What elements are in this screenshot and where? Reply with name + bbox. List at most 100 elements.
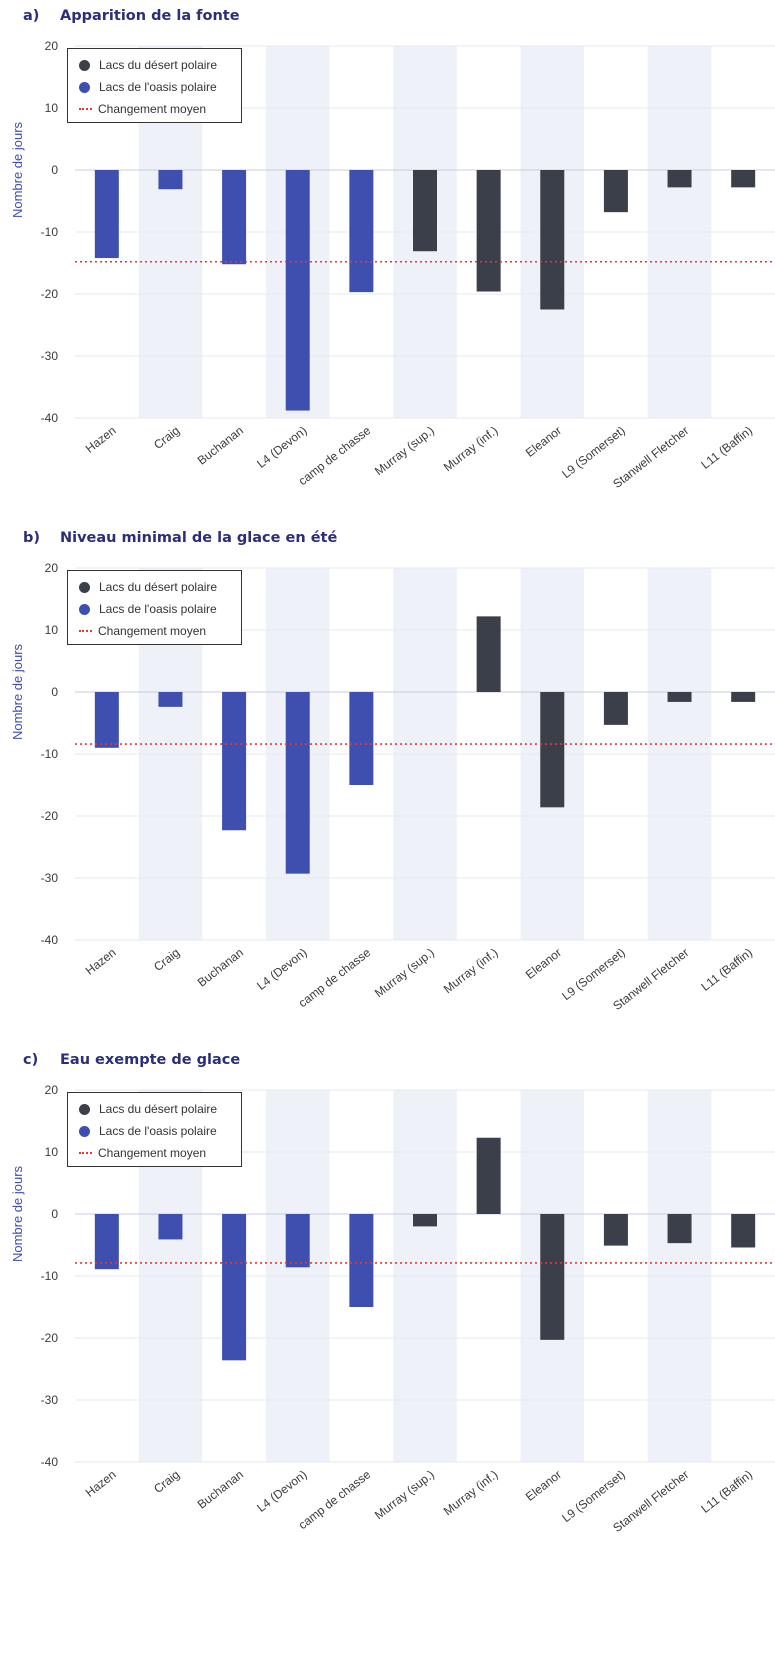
legend-item-desert: Lacs du désert polaire: [79, 1100, 217, 1118]
category-label: Murray (sup.): [372, 1467, 437, 1522]
y-tick-label: 10: [45, 623, 59, 637]
panel-b: b) Niveau minimal de la glace en été 20 10…: [0, 522, 775, 1062]
panel-a-title: a) Apparition de la fonte: [23, 8, 240, 24]
bar: [603, 692, 628, 725]
panel-b-letter: b): [23, 530, 41, 546]
bar: [285, 692, 310, 874]
category-label: L4 (Devon): [254, 423, 309, 471]
category-label: Hazen: [83, 423, 119, 455]
category-label: Murray (inf.): [441, 423, 501, 474]
legend-desert-label: Lacs du désert polaire: [99, 58, 218, 72]
bar: [603, 170, 628, 213]
legend-desert-dot: [79, 581, 90, 593]
category-label: Buchanan: [195, 423, 246, 467]
category-label: Craig: [151, 423, 182, 452]
y-tick-label: 20: [45, 39, 59, 53]
category-label: L11 (Baffin): [698, 423, 755, 472]
bar: [731, 170, 756, 188]
y-tick-label: -10: [41, 1269, 59, 1283]
category-label: L9 (Somerset): [559, 1467, 628, 1525]
y-tick-label: -40: [41, 933, 59, 947]
panel-c-title-text: Eau exempte de glace: [60, 1052, 241, 1068]
legend-mean-label: Changement moyen: [98, 102, 207, 116]
legend-mean-label: Changement moyen: [98, 624, 207, 638]
y-tick-label: -40: [41, 1455, 59, 1469]
legend-mean-line: [79, 1152, 92, 1154]
y-tick-label: -30: [41, 349, 59, 363]
bar: [158, 1214, 183, 1240]
legend-item-oasis: Lacs de l'oasis polaire: [79, 1122, 217, 1140]
bar: [349, 170, 374, 293]
panel-b-legend: Lacs du désert polaire Lacs de l'oasis p…: [67, 570, 242, 645]
panel-a-legend: Lacs du désert polaire Lacs de l'oasis p…: [67, 48, 242, 123]
y-axis-label: Nombre de jours: [10, 1165, 25, 1262]
y-tick-label: -10: [41, 747, 59, 761]
panel-a-title-text: Apparition de la fonte: [60, 8, 240, 24]
bar: [94, 1214, 119, 1270]
category-label: Murray (sup.): [372, 423, 437, 478]
panel-c-chart: 20 10 0 -10 -20 -30 -40 Nombre de jours Hazen Cra…: [10, 1083, 775, 1535]
bar: [603, 1214, 628, 1246]
legend-item-desert: Lacs du désert polaire: [79, 578, 217, 596]
bar: [731, 1214, 756, 1248]
category-label: Murray (sup.): [372, 945, 437, 1000]
legend-mean-line: [79, 108, 92, 110]
panel-b-title-text: Niveau minimal de la glace en été: [60, 530, 338, 546]
category-label: L4 (Devon): [254, 945, 309, 993]
y-tick-label: 10: [45, 101, 59, 115]
legend-oasis-dot: [79, 603, 90, 615]
y-tick-label: 0: [51, 163, 58, 177]
category-label: Murray (inf.): [441, 945, 501, 996]
category-label: L11 (Baffin): [698, 945, 755, 994]
bar: [667, 692, 692, 702]
bar: [222, 1214, 247, 1361]
bar: [222, 170, 247, 265]
y-tick-label: -10: [41, 225, 59, 239]
bar: [222, 692, 247, 831]
legend-item-mean: Changement moyen: [79, 622, 206, 640]
y-tick-label: -30: [41, 1393, 59, 1407]
bar: [158, 170, 183, 190]
legend-oasis-dot: [79, 1125, 90, 1137]
legend-mean-label: Changement moyen: [98, 1146, 207, 1160]
panel-c-letter: c): [23, 1052, 39, 1068]
legend-oasis-label: Lacs de l'oasis polaire: [99, 1124, 217, 1138]
bar: [540, 1214, 565, 1340]
bar: [476, 616, 501, 692]
category-label: Hazen: [83, 1467, 119, 1499]
category-label: L9 (Somerset): [559, 423, 628, 481]
category-label: L9 (Somerset): [559, 945, 628, 1003]
panel-c: c) Eau exempte de glace 20 10 0 -10 -20 -30 -40…: [0, 1044, 775, 1584]
bar: [94, 692, 119, 748]
panel-a-letter: a): [23, 8, 40, 24]
bar: [413, 1214, 437, 1227]
category-label: Eleanor: [523, 423, 564, 460]
category-label: L4 (Devon): [254, 1467, 309, 1515]
category-label: Eleanor: [523, 945, 564, 982]
category-label: Hazen: [83, 945, 119, 977]
y-tick-label: 20: [45, 1083, 59, 1097]
panel-a-chart: 20 10 0 -10 -20 -30 -40 Nombre de jours Hazen Cra…: [10, 39, 775, 491]
panel-b-title: b) Niveau minimal de la glace en été: [23, 530, 337, 546]
panel-c-title: c) Eau exempte de glace: [23, 1052, 240, 1068]
bar: [731, 692, 756, 702]
y-tick-label: 10: [45, 1145, 59, 1159]
bar: [540, 170, 565, 310]
category-label: Craig: [151, 1467, 182, 1496]
panel-c-legend: Lacs du désert polaire Lacs de l'oasis p…: [67, 1092, 242, 1167]
category-label: Buchanan: [195, 1467, 246, 1511]
legend-oasis-label: Lacs de l'oasis polaire: [99, 80, 217, 94]
bar: [476, 1137, 501, 1214]
legend-item-oasis: Lacs de l'oasis polaire: [79, 600, 217, 618]
category-label: L11 (Baffin): [698, 1467, 755, 1516]
panel-a: a) Apparition de la fonte 20 10 0 -10 -20 -30 -…: [0, 0, 775, 540]
legend-desert-label: Lacs du désert polaire: [99, 1102, 218, 1116]
bar: [285, 1214, 310, 1268]
y-tick-label: -20: [41, 809, 59, 823]
bar: [476, 170, 501, 292]
bar: [349, 1214, 374, 1307]
legend-item-mean: Changement moyen: [79, 100, 206, 118]
legend-oasis-dot: [79, 81, 90, 93]
category-label: Buchanan: [195, 945, 246, 989]
bar: [667, 1214, 692, 1244]
